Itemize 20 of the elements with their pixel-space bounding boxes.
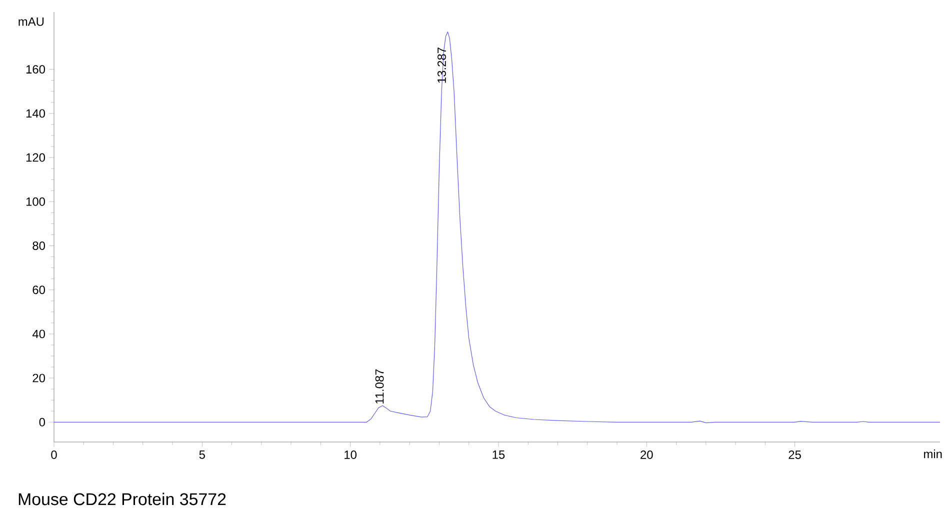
x-tick-label: 25 bbox=[788, 450, 801, 459]
y-tick-label: 60 bbox=[32, 286, 46, 294]
annotation: 11.087 bbox=[375, 369, 384, 404]
text: Mouse CD22 Protein 35772 bbox=[18, 492, 226, 506]
annotation: 13.287 bbox=[437, 48, 446, 83]
y-tick-label: 40 bbox=[32, 330, 46, 338]
y-axis-title: mAU bbox=[18, 18, 44, 26]
y-tick-label: 160 bbox=[26, 65, 46, 74]
y-tick-label: 20 bbox=[32, 374, 46, 382]
y-tick-label: 80 bbox=[32, 242, 46, 250]
x-tick-label: 5 bbox=[199, 450, 205, 459]
y-tick-label: 0 bbox=[39, 418, 46, 426]
x-tick-label: 0 bbox=[51, 450, 57, 459]
y-tick-label: 100 bbox=[26, 197, 46, 206]
x-axis-title: min bbox=[924, 450, 942, 458]
x-tick-label: 10 bbox=[344, 450, 357, 459]
x-tick-label: 20 bbox=[640, 450, 653, 459]
y-tick-label: 140 bbox=[26, 109, 46, 118]
y-tick-label: 120 bbox=[26, 153, 46, 162]
x-tick-label: 15 bbox=[492, 450, 505, 459]
